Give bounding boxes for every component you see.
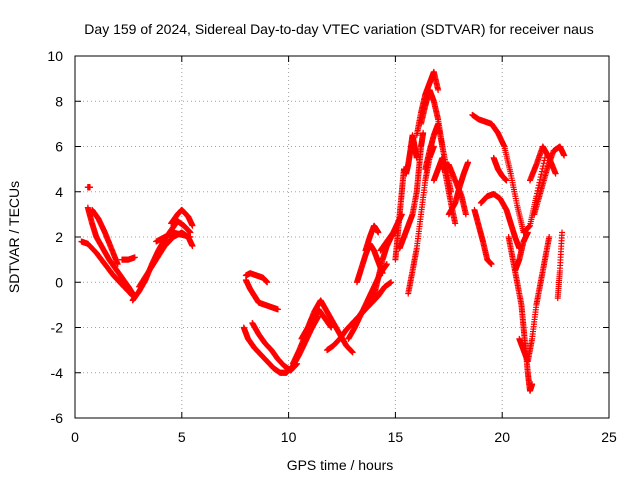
series-arc8 <box>153 229 194 245</box>
data-point <box>561 152 568 159</box>
data-point <box>540 160 547 167</box>
y-tick-label: 2 <box>55 229 63 245</box>
data-point <box>189 243 196 250</box>
y-tick-label: 8 <box>55 93 63 109</box>
series-arc9 <box>168 206 196 229</box>
data-point <box>264 279 271 286</box>
data-point <box>383 261 390 268</box>
y-tick-label: -4 <box>51 365 64 381</box>
data-point <box>559 229 566 236</box>
data-point <box>388 279 395 286</box>
y-tick-label: 10 <box>47 48 63 64</box>
series-arc31 <box>439 161 469 218</box>
data-point <box>488 261 495 268</box>
data-point <box>462 211 469 218</box>
data-point <box>541 157 548 164</box>
data-points <box>78 68 568 394</box>
data-point <box>349 349 356 356</box>
data-point <box>131 254 138 261</box>
y-axis: -6 -4 -2 0 2 4 6 8 10 <box>47 48 609 426</box>
series-arc34 <box>471 206 495 268</box>
series-arc42 <box>554 229 566 302</box>
y-tick-label: 0 <box>55 274 63 290</box>
data-point <box>375 229 382 236</box>
series-arc24 <box>396 129 427 252</box>
series-arc13 <box>249 319 301 374</box>
data-point <box>538 168 545 175</box>
y-tick-label: 6 <box>55 139 63 155</box>
x-tick-label: 15 <box>388 429 404 445</box>
data-point <box>86 184 93 191</box>
x-axis: 0 5 10 15 20 25 <box>71 56 617 445</box>
series-arc3 <box>89 206 121 268</box>
series-arc5 <box>84 184 93 191</box>
y-tick-label: 4 <box>55 184 63 200</box>
series-arc32 <box>445 159 472 218</box>
y-tick-label: -2 <box>51 320 64 336</box>
series-arc12 <box>242 276 281 313</box>
series-arc18 <box>349 290 382 326</box>
data-point <box>189 222 196 229</box>
x-tick-label: 0 <box>71 429 79 445</box>
data-point <box>503 177 510 184</box>
series-arc10 <box>242 270 271 286</box>
data-point <box>537 176 544 183</box>
grid <box>75 56 609 418</box>
data-point <box>452 220 459 227</box>
data-point <box>420 129 427 136</box>
x-tick-label: 5 <box>178 429 186 445</box>
x-tick-label: 10 <box>281 429 297 445</box>
chart-title: Day 159 of 2024, Sidereal Day-to-day VTE… <box>84 21 593 37</box>
series-arc15 <box>298 297 356 356</box>
x-tick-label: 20 <box>494 429 510 445</box>
series-arc4 <box>118 254 138 263</box>
series-arc2 <box>78 238 136 299</box>
x-axis-label: GPS time / hours <box>287 457 394 473</box>
data-point <box>274 306 281 313</box>
series-arc38 <box>516 234 553 365</box>
data-point <box>435 86 442 93</box>
data-point <box>187 234 194 240</box>
data-point <box>546 234 553 240</box>
data-point <box>114 261 121 268</box>
data-point <box>465 159 472 166</box>
data-point <box>413 154 420 161</box>
series-arc41 <box>526 143 559 184</box>
series-arc20 <box>362 222 382 254</box>
series-arc36 <box>490 154 510 184</box>
data-point <box>529 381 536 388</box>
data-point <box>552 170 559 177</box>
y-tick-label: -6 <box>51 410 64 426</box>
data-point <box>524 229 531 236</box>
y-axis-label: SDTVAR / TECUs <box>6 181 22 293</box>
x-tick-label: 25 <box>601 429 617 445</box>
series-arc25 <box>403 132 420 177</box>
series-arc39 <box>512 229 531 274</box>
